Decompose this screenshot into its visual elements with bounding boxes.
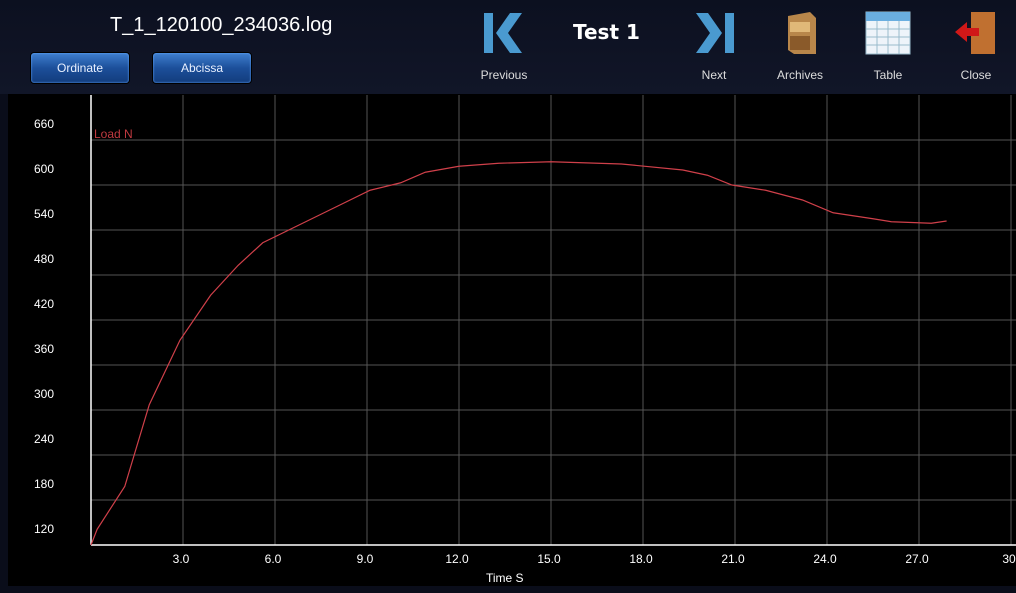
y-tick-label: 420 <box>34 297 54 311</box>
x-tick-label: 15.0 <box>537 552 561 566</box>
x-axis-label: Time S <box>486 571 524 585</box>
x-tick-label: 3.0 <box>173 552 190 566</box>
previous-button[interactable]: Previous <box>469 4 539 82</box>
x-tick-label: 24.0 <box>813 552 837 566</box>
archives-label: Archives <box>776 68 823 82</box>
y-axis-label: Load N <box>94 127 133 141</box>
x-tick-label: 12.0 <box>445 552 469 566</box>
y-tick-label: 120 <box>34 522 54 536</box>
next-button[interactable]: Next <box>679 4 749 82</box>
file-name: T_1_120100_234036.log <box>110 14 333 36</box>
next-label: Next <box>701 68 727 82</box>
chart-area: 3.0 6.0 9.0 12.0 15.0 18.0 21.0 24.0 27.0 30 120 18… <box>8 94 1016 586</box>
table-label: Table <box>873 68 903 82</box>
file-cabinet-icon <box>765 4 835 62</box>
header-bar: T_1_120100_234036.log Ordinate Abcissa T… <box>0 0 1016 94</box>
x-tick-label: 6.0 <box>265 552 282 566</box>
load-time-chart: 3.0 6.0 9.0 12.0 15.0 18.0 21.0 24.0 27.0 30 120 18… <box>34 95 1016 585</box>
skip-next-icon <box>679 4 749 62</box>
previous-label: Previous <box>480 68 528 82</box>
x-tick-label: 27.0 <box>905 552 929 566</box>
abscissa-button[interactable]: Abcissa <box>152 52 252 84</box>
ordinate-button[interactable]: Ordinate <box>30 52 130 84</box>
exit-door-icon <box>941 4 1011 62</box>
close-button[interactable]: Close <box>941 4 1011 82</box>
y-tick-label: 300 <box>34 387 54 401</box>
table-button[interactable]: Table <box>853 4 923 82</box>
y-tick-label: 480 <box>34 252 54 266</box>
x-tick-label: 9.0 <box>357 552 374 566</box>
y-tick-label: 600 <box>34 162 54 176</box>
x-tick-label: 21.0 <box>721 552 745 566</box>
y-tick-label: 360 <box>34 342 54 356</box>
load-series-line <box>90 161 947 546</box>
x-tick-label: 30 <box>1002 552 1016 566</box>
y-tick-label: 180 <box>34 477 54 491</box>
test-name: Test 1 <box>573 20 640 44</box>
table-icon <box>853 4 923 62</box>
x-tick-label: 18.0 <box>629 552 653 566</box>
close-label: Close <box>960 68 992 82</box>
y-tick-label: 540 <box>34 207 54 221</box>
skip-previous-icon <box>469 4 539 62</box>
y-tick-label: 660 <box>34 117 54 131</box>
archives-button[interactable]: Archives <box>765 4 835 82</box>
y-tick-label: 240 <box>34 432 54 446</box>
